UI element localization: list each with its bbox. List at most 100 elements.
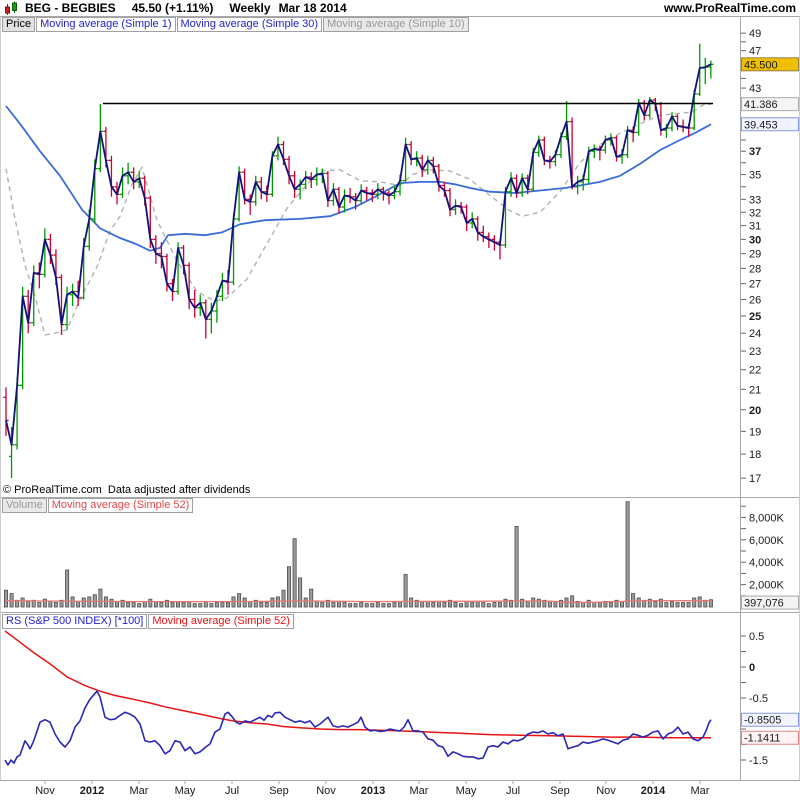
volume-bar — [581, 602, 586, 608]
axis-label: 28 — [749, 263, 761, 275]
copyright-note: © ProRealTime.com Data adjusted after di… — [3, 484, 251, 496]
timeframe-label[interactable]: Weekly — [229, 1, 271, 15]
axis-label: 25 — [749, 311, 761, 323]
axis-label: 4,000K — [749, 557, 785, 569]
volume-bar — [453, 602, 458, 608]
volume-bar — [464, 601, 469, 608]
volume-bar — [681, 602, 686, 608]
legend-volume-ma-52[interactable]: Moving average (Simple 52) — [47, 498, 194, 513]
volume-bar — [486, 603, 491, 608]
x-axis-label: Sep — [550, 785, 570, 797]
axis-label: 0 — [749, 662, 755, 674]
rs-ma-line — [4, 630, 711, 739]
axis-badge: -1.1411 — [741, 730, 799, 745]
volume-bar — [170, 602, 175, 608]
volume-bar — [392, 602, 397, 608]
volume-bar — [364, 603, 369, 608]
volume-bar — [670, 601, 675, 608]
x-axis-label: 2012 — [80, 785, 104, 797]
volume-bar — [281, 589, 286, 608]
axis-label: 30 — [749, 234, 761, 246]
volume-bar — [697, 596, 702, 608]
volume-bar — [4, 589, 9, 608]
rs-legend-row: RS (S&P 500 INDEX) [*100] Moving average… — [2, 614, 295, 629]
volume-bar — [65, 569, 70, 608]
axis-label: 26 — [749, 295, 761, 307]
axis-label: 22 — [749, 365, 761, 377]
volume-bar — [503, 598, 508, 608]
x-axis-label: Nov — [596, 785, 616, 797]
volume-bar — [370, 603, 375, 608]
rs-pane — [4, 630, 712, 766]
volume-bar — [547, 601, 552, 608]
svg-text:-0.8505: -0.8505 — [744, 715, 781, 727]
volume-bar — [198, 603, 203, 608]
symbol-title: BEG - BEGBIES — [25, 1, 116, 15]
axis-label: 0.5 — [749, 631, 764, 643]
volume-bar — [559, 599, 564, 608]
x-axis-label: Mar — [130, 785, 149, 797]
volume-bar — [542, 599, 547, 608]
volume-bar — [647, 598, 652, 608]
axis-label: 49 — [749, 28, 761, 40]
volume-bar — [314, 601, 319, 608]
volume-bar — [237, 593, 242, 608]
volume-bar — [447, 599, 452, 608]
volume-bar — [131, 602, 136, 608]
volume-bar — [636, 597, 641, 608]
volume-bar — [53, 602, 58, 608]
axis-label: 19 — [749, 426, 761, 438]
volume-legend-row: Volume Moving average (Simple 52) — [2, 498, 194, 513]
svg-text:41.386: 41.386 — [744, 99, 778, 111]
volume-bar — [325, 599, 330, 608]
axis-label: 18 — [749, 449, 761, 461]
volume-bar — [159, 602, 164, 608]
price-bars — [3, 43, 714, 479]
axis-label: 27 — [749, 279, 761, 291]
candlestick-logo-icon — [5, 1, 17, 15]
volume-bar — [192, 603, 197, 608]
volume-bar — [248, 601, 253, 608]
volume-bar — [631, 593, 636, 608]
volume-bar — [37, 602, 42, 608]
legend-ma-simple-30[interactable]: Moving average (Simple 30) — [176, 17, 323, 32]
axis-label: 23 — [749, 346, 761, 358]
x-axis-label: Jul — [506, 785, 520, 797]
volume-bar — [109, 598, 114, 608]
volume-bar — [59, 599, 64, 608]
volume-bar — [420, 601, 425, 608]
volume-bar — [436, 601, 441, 608]
volume-bar — [481, 602, 486, 608]
volume-bar — [225, 602, 230, 608]
ohlc-bar — [708, 60, 714, 79]
volume-bar — [431, 602, 436, 608]
volume-pane — [4, 501, 713, 608]
legend-volume[interactable]: Volume — [2, 498, 47, 513]
axis-label: 29 — [749, 249, 761, 261]
svg-text:397,076: 397,076 — [744, 598, 784, 610]
legend-ma-simple-10[interactable]: Moving average (Simple 10) — [323, 17, 469, 32]
volume-bar — [26, 601, 31, 608]
legend-rs-ma-52[interactable]: Moving average (Simple 52) — [148, 614, 294, 629]
volume-bar — [586, 599, 591, 608]
volume-bar — [442, 602, 447, 608]
legend-ma-simple-1[interactable]: Moving average (Simple 1) — [36, 17, 176, 32]
legend-rs-sp500[interactable]: RS (S&P 500 INDEX) [*100] — [2, 614, 148, 629]
ohlc-bar — [480, 225, 486, 243]
volume-bar — [320, 602, 325, 608]
axis-label: 24 — [749, 328, 761, 340]
volume-bar — [148, 598, 153, 608]
rs-line — [4, 690, 712, 766]
prorealtime-url[interactable]: www.ProRealTime.com — [663, 1, 796, 15]
volume-bar — [470, 602, 475, 608]
volume-bar — [70, 596, 75, 608]
legend-price[interactable]: Price — [2, 17, 36, 32]
x-axis-label: Nov — [316, 785, 336, 797]
volume-bar — [570, 595, 575, 608]
volume-bar — [181, 602, 186, 608]
axis-label: -0.5 — [749, 693, 768, 705]
x-axis-label: Mar — [691, 785, 710, 797]
axis-badge: 397,076 — [741, 595, 799, 610]
